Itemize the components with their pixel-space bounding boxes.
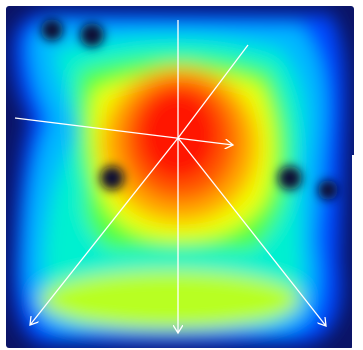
- heat-map-image: [0, 0, 363, 350]
- edge-notch: [352, 155, 363, 350]
- page: [0, 0, 363, 350]
- heat-field: [0, 0, 363, 350]
